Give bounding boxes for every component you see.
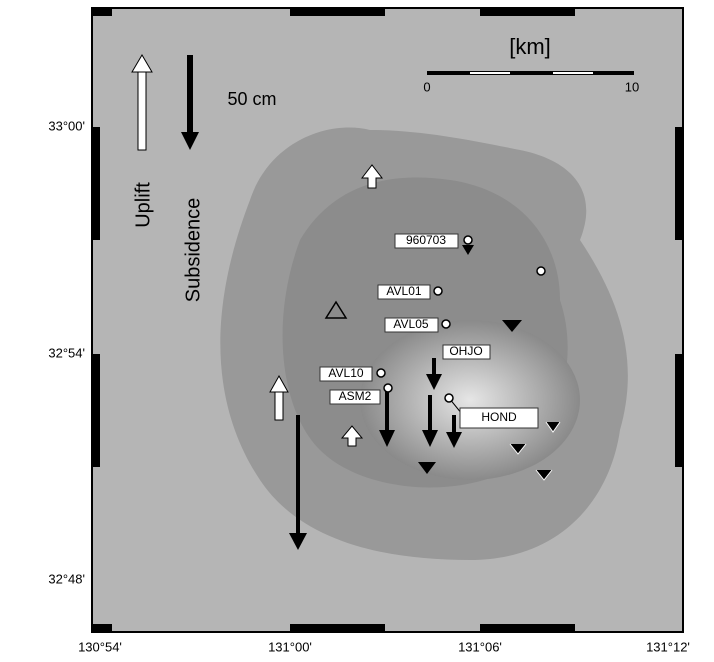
subsidence-label: Subsidence: [182, 198, 204, 303]
station-label: AVL01: [386, 284, 421, 298]
station-label: ASM2: [339, 389, 372, 403]
lon-label: 131°12': [646, 639, 690, 654]
lat-label: 32°48': [48, 571, 85, 586]
lon-label: 131°00': [268, 639, 312, 654]
map-figure: 33°00' 32°54' 32°48' 130°54' 131°00' 131…: [0, 0, 714, 662]
scale-end: 10: [625, 79, 639, 94]
station-label: AVL05: [393, 317, 428, 331]
uplift-label: Uplift: [132, 182, 154, 228]
station-label: 960703: [406, 233, 446, 247]
lat-label: 33°00': [48, 118, 85, 133]
scale-label: 50 cm: [227, 89, 276, 109]
lon-label: 131°06': [458, 639, 502, 654]
lon-label: 130°54': [78, 639, 122, 654]
station-label: OHJO: [449, 344, 482, 358]
station-label: AVL10: [328, 366, 363, 380]
lat-label: 32°54': [48, 345, 85, 360]
station-label: HOND: [481, 410, 517, 424]
scale-unit: [km]: [509, 34, 551, 59]
scale-start: 0: [423, 79, 430, 94]
